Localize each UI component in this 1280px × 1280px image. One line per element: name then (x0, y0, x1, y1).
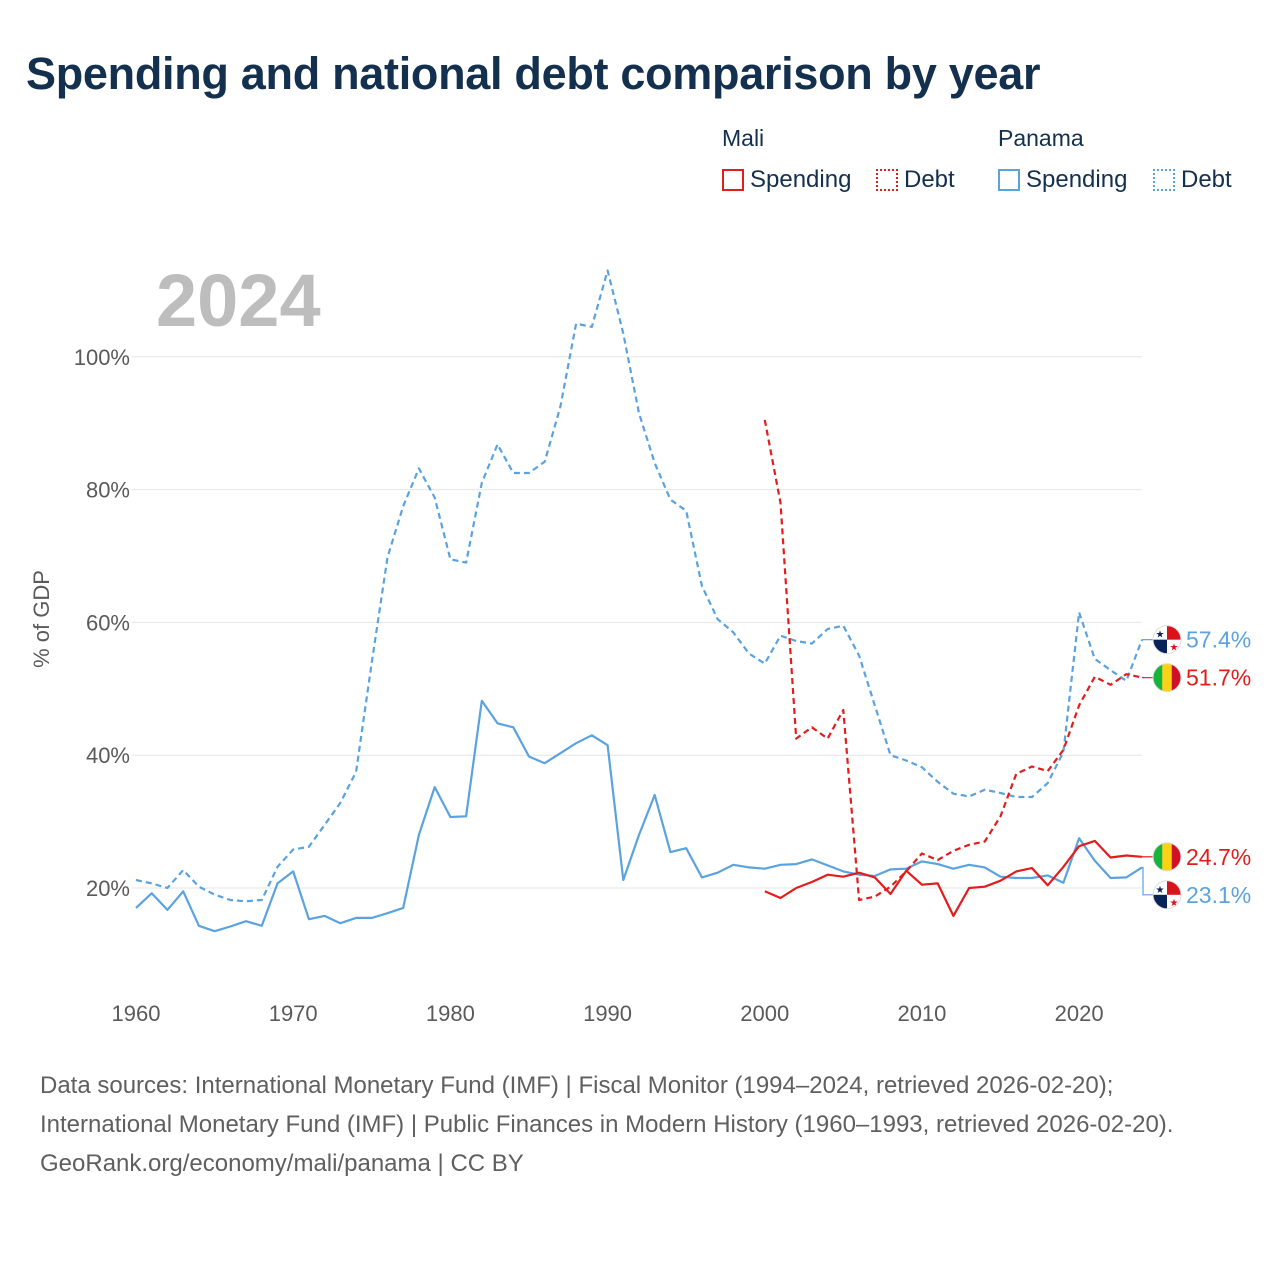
series-line-panama-spending[interactable] (135, 699, 1143, 933)
end-value-label: 24.7% (1186, 844, 1251, 870)
line-chart: 20% 40% 60% 80% 100% 1960 1970 1980 1990 2000 2010… (74, 269, 1251, 1026)
legend-swatch-panama-spending (998, 169, 1020, 191)
y-tick-label: 100% (74, 345, 130, 370)
end-value-label: 23.1% (1186, 882, 1251, 908)
y-tick-label: 60% (86, 610, 130, 635)
legend-label-mali-spending: Spending (750, 166, 852, 193)
end-value-label: 57.4% (1186, 627, 1251, 653)
series-line-mali-spending[interactable] (764, 839, 1143, 918)
legend-group-mali: Mali (722, 125, 765, 151)
legend-swatch-mali-debt (876, 169, 898, 191)
svg-text:★: ★ (1170, 643, 1179, 654)
x-tick-label: 2010 (897, 1001, 946, 1026)
x-tick-label: 1970 (269, 1001, 318, 1026)
x-tick-label: 1980 (426, 1001, 475, 1026)
data-sources: Data sources: International Monetary Fun… (40, 1072, 1174, 1138)
chart-title: Spending and national debt comparison by… (26, 48, 1041, 99)
credit-link[interactable]: GeoRank.org/economy/mali/panama | CC BY (40, 1150, 524, 1177)
y-tick-label: 80% (86, 478, 130, 503)
footer: Data sources: International Monetary Fun… (40, 1066, 1240, 1183)
legend-label-panama-debt: Debt (1181, 166, 1232, 193)
legend-swatch-mali-spending (722, 169, 744, 191)
x-tick-label: 1960 (112, 1001, 161, 1026)
legend-label-panama-spending: Spending (1026, 166, 1128, 193)
legend-item-panama-spending[interactable]: Spending (998, 166, 1127, 194)
legend-group-panama: Panama (998, 125, 1084, 151)
y-axis-label: % of GDP (29, 570, 54, 668)
svg-text:★: ★ (1156, 630, 1165, 641)
series-line-panama-debt[interactable] (135, 269, 1144, 903)
mali-flag-icon (1152, 663, 1182, 693)
y-tick-label: 20% (86, 876, 130, 901)
legend-swatch-panama-debt (1153, 169, 1175, 191)
legend-item-mali-debt[interactable]: Debt (876, 166, 955, 194)
series-line-mali-debt[interactable] (763, 419, 1143, 902)
x-tick-label: 2000 (740, 1001, 789, 1026)
panama-flag-icon: ★★ (1152, 625, 1182, 655)
legend-item-mali-spending[interactable]: Spending (722, 166, 851, 194)
legend-label-mali-debt: Debt (904, 166, 955, 193)
legend-item-panama-debt[interactable]: Debt (1153, 166, 1232, 194)
end-value-label: 51.7% (1186, 665, 1251, 691)
end-connector (1142, 866, 1153, 896)
svg-text:★: ★ (1156, 885, 1165, 896)
x-tick-label: 2020 (1055, 1001, 1104, 1026)
mali-flag-icon (1152, 842, 1182, 872)
svg-text:★: ★ (1170, 898, 1179, 909)
y-tick-label: 40% (86, 743, 130, 768)
year-watermark: 2024 (156, 259, 321, 342)
panama-flag-icon: ★★ (1152, 880, 1182, 910)
x-tick-label: 1990 (583, 1001, 632, 1026)
